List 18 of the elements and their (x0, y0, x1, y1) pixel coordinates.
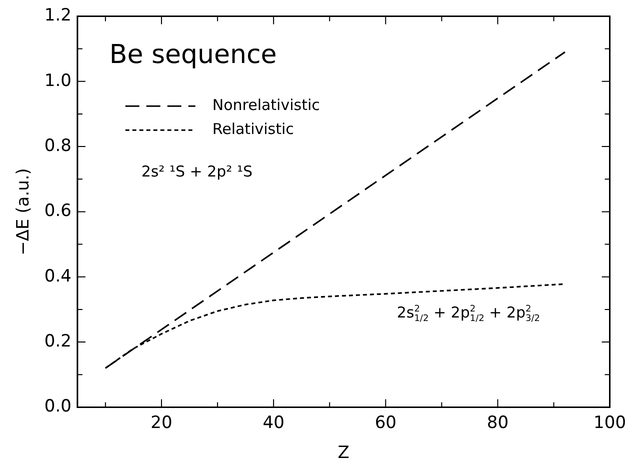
y-tick-label: 0.8 (44, 136, 72, 156)
y-tick-label: 0.6 (44, 201, 72, 222)
x-tick-label: 80 (486, 412, 509, 433)
x-tick-label: 60 (374, 412, 396, 433)
annotation: Be sequence (109, 40, 277, 70)
x-tick-label: 40 (262, 412, 284, 433)
text: 1.0 (44, 70, 72, 91)
y-axis-title: −ΔE (a.u.) (14, 168, 34, 256)
y-tick-label: 0.4 (44, 266, 72, 286)
x-tick-label: 20 (150, 412, 172, 433)
y-tick-label: 0.2 (44, 331, 72, 352)
text: 0.0 (44, 396, 72, 417)
legend-label: Nonrelativistic (212, 96, 320, 114)
legend-label: Relativistic (212, 120, 294, 138)
y-tick-label: 1.2 (44, 6, 72, 26)
annotation: 2s² ¹S + 2p² ¹S (141, 162, 252, 181)
x-axis-title: Z (338, 443, 350, 464)
x-tick-label: 100 (594, 412, 626, 433)
